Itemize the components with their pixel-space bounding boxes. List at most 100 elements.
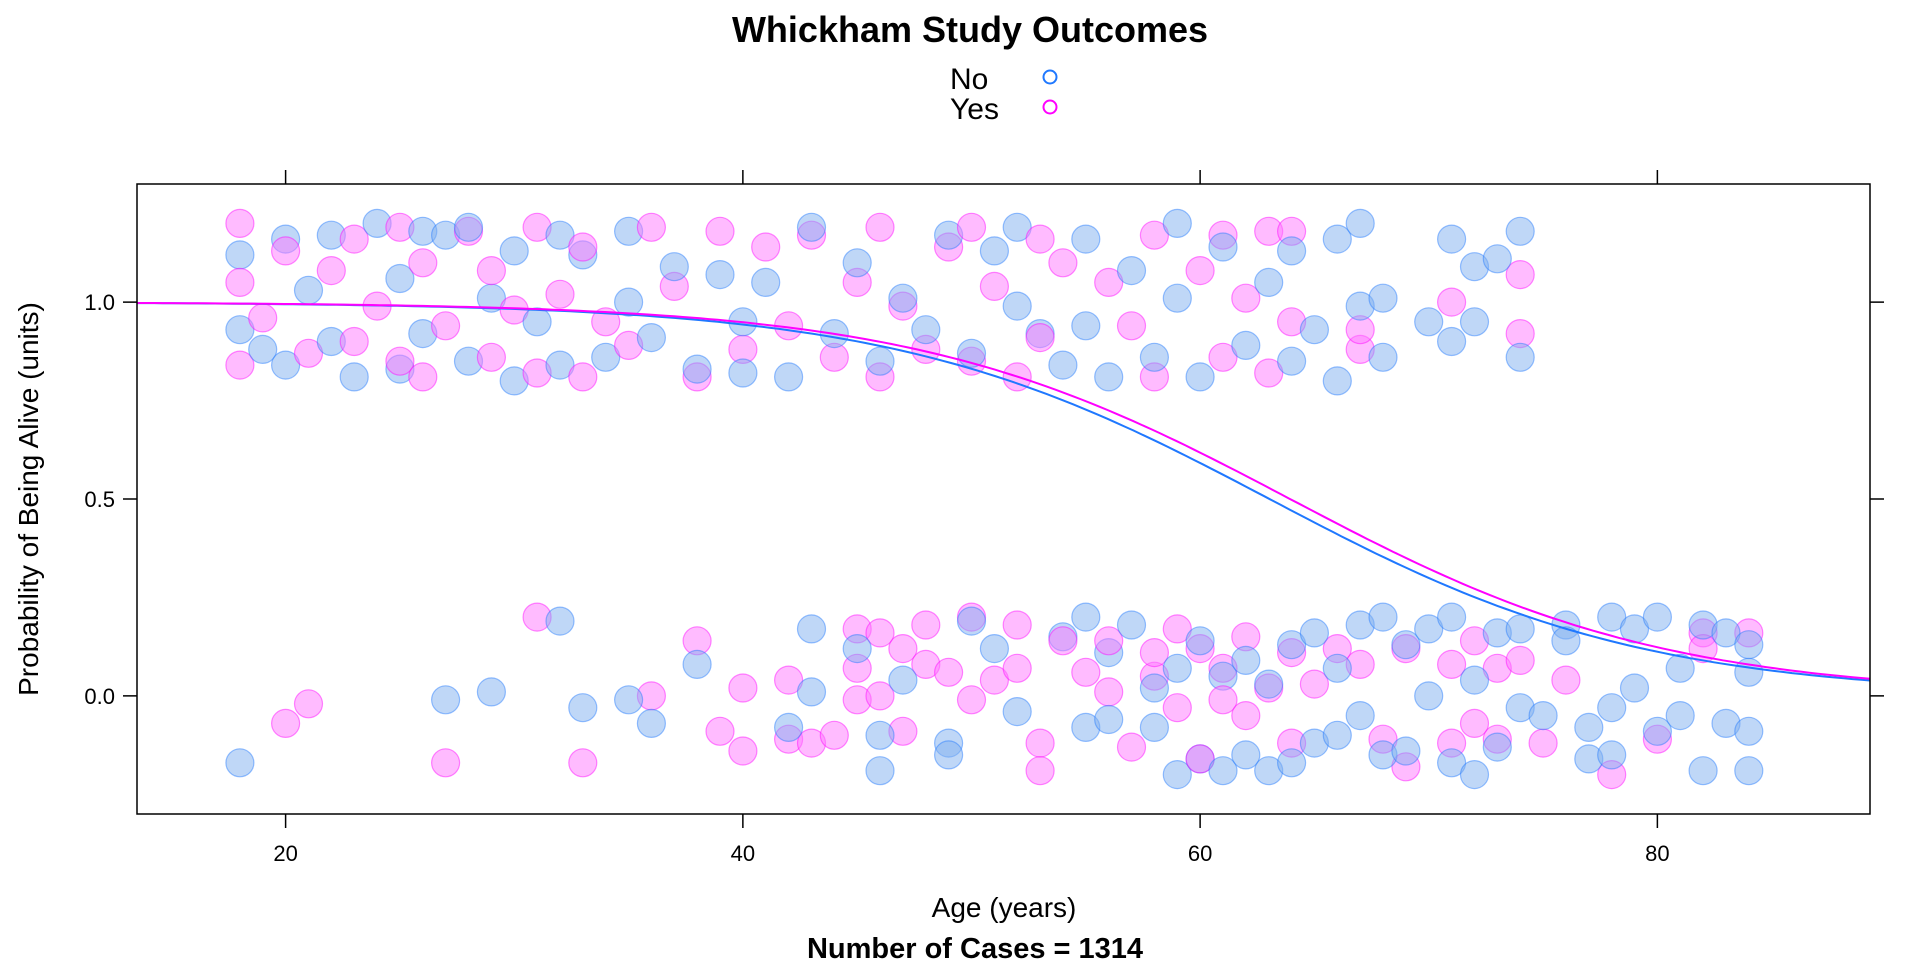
data-point-no	[1208, 756, 1238, 786]
data-point-no	[1139, 342, 1170, 372]
data-point-no	[865, 720, 895, 750]
data-point-no	[1162, 653, 1192, 683]
data-point-yes	[1025, 728, 1055, 758]
data-point-no	[476, 677, 506, 707]
data-point-yes	[1505, 260, 1535, 290]
data-point-yes	[385, 346, 415, 376]
data-point-no	[842, 633, 872, 664]
data-point-no	[1071, 224, 1101, 254]
data-point-no	[1436, 602, 1467, 632]
y-axis: 0.0 0.5 1.0	[84, 290, 1884, 709]
data-point-yes	[1116, 732, 1147, 762]
data-point-no	[499, 236, 529, 266]
data-point-no	[1162, 283, 1192, 313]
data-point-yes	[1094, 626, 1124, 656]
data-point-yes	[339, 224, 369, 254]
data-point-yes	[1025, 756, 1055, 786]
legend-label-no: No	[950, 63, 988, 96]
data-point-no	[1002, 212, 1032, 242]
data-point-yes	[705, 716, 735, 746]
data-point-no	[1116, 610, 1147, 640]
data-point-yes	[568, 748, 598, 778]
data-point-yes	[1025, 323, 1055, 353]
data-point-no	[1139, 673, 1170, 703]
data-point-yes	[568, 232, 598, 262]
data-point-no	[1276, 346, 1307, 376]
data-point-yes	[933, 657, 964, 687]
data-point-no	[1436, 748, 1467, 778]
data-point-no	[1597, 693, 1627, 723]
data-point-no	[1528, 700, 1558, 731]
data-point-yes	[1071, 657, 1101, 687]
data-point-no	[1436, 326, 1467, 357]
data-point-no	[773, 712, 804, 743]
data-point-no	[1436, 224, 1467, 254]
data-point-no	[1414, 614, 1444, 644]
data-point-yes	[636, 212, 667, 242]
data-point-yes	[888, 633, 918, 664]
data-point-no	[911, 315, 941, 345]
data-point-no	[1185, 362, 1215, 392]
data-point-no	[1482, 244, 1512, 274]
data-point-no	[1322, 224, 1352, 254]
data-point-no	[271, 350, 301, 380]
data-point-yes	[1436, 649, 1467, 680]
data-point-no	[225, 748, 255, 778]
data-point-yes	[476, 256, 506, 286]
data-point-no	[1574, 712, 1604, 743]
data-point-no	[682, 649, 712, 680]
data-point-no	[1276, 630, 1307, 660]
data-point-no	[979, 633, 1010, 664]
case-count-caption: Number of Cases = 1314	[807, 933, 1143, 960]
fitted-curve-yes	[137, 302, 1871, 680]
data-point-no	[1094, 704, 1124, 735]
data-point-no	[545, 220, 575, 250]
data-point-no	[796, 614, 827, 644]
legend-marker-no	[1042, 69, 1058, 85]
data-point-yes	[293, 338, 324, 368]
data-point-no	[1048, 350, 1078, 380]
data-point-yes	[431, 311, 461, 341]
data-point-no	[979, 236, 1010, 266]
data-point-no	[1345, 700, 1375, 731]
data-point-no	[1551, 626, 1581, 656]
data-point-no	[1208, 232, 1238, 262]
data-point-yes	[408, 362, 438, 392]
data-point-yes	[1116, 311, 1147, 341]
data-point-yes	[476, 342, 506, 372]
data-point-no	[1482, 732, 1512, 762]
y-tick-label: 0.0	[84, 684, 115, 709]
data-point-no	[888, 283, 918, 313]
data-point-no	[1734, 630, 1764, 660]
data-point-no	[1231, 740, 1261, 770]
points-layer	[225, 208, 1764, 790]
data-point-no	[1665, 653, 1695, 683]
x-axis: 20 40 60 80	[273, 170, 1670, 866]
data-point-yes	[408, 248, 438, 278]
data-point-no	[796, 212, 827, 242]
data-point-no	[1139, 712, 1170, 743]
data-point-no	[1162, 759, 1192, 790]
data-point-no	[613, 287, 644, 317]
data-point-yes	[1208, 342, 1238, 372]
data-point-yes	[339, 326, 369, 357]
data-point-no	[1391, 630, 1421, 660]
data-point-no	[636, 708, 667, 739]
data-point-yes	[1208, 685, 1238, 715]
data-point-yes	[225, 267, 255, 297]
data-point-no	[933, 740, 964, 770]
data-point-yes	[1528, 728, 1558, 758]
chart-title: Whickham Study Outcomes	[732, 9, 1208, 50]
data-point-no	[248, 334, 278, 364]
data-point-yes	[1094, 267, 1124, 297]
data-point-no	[293, 275, 324, 305]
data-point-yes	[1162, 693, 1192, 723]
data-point-no	[1162, 208, 1192, 238]
data-point-no	[1322, 720, 1352, 750]
data-point-no	[1185, 626, 1215, 656]
data-point-no	[1254, 267, 1284, 297]
data-point-yes	[705, 216, 735, 246]
data-point-no	[1597, 740, 1627, 770]
data-point-no	[522, 307, 552, 337]
